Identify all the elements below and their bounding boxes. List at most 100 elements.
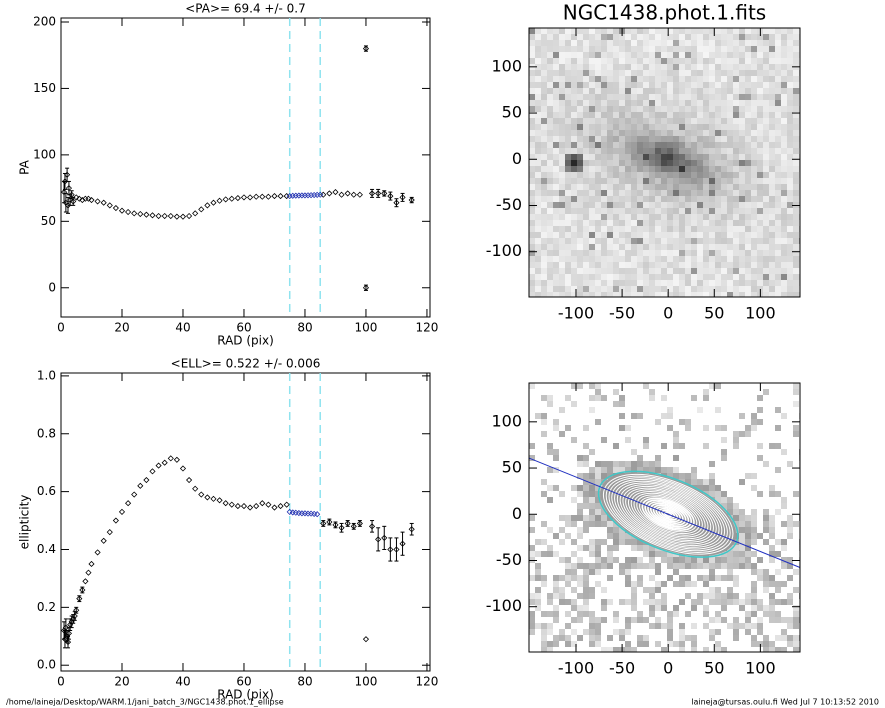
image-pixel xyxy=(607,40,613,46)
image-pixel xyxy=(787,551,793,557)
image-pixel xyxy=(787,58,793,64)
x-tick-label: 20 xyxy=(114,321,129,335)
image-pixel xyxy=(733,82,739,88)
image-pixel xyxy=(607,160,613,166)
image-pixel xyxy=(697,46,703,52)
image-pixel xyxy=(601,563,607,569)
image-pixel xyxy=(751,467,757,473)
image-pixel xyxy=(697,94,703,100)
image-pixel xyxy=(775,76,781,82)
data-point xyxy=(88,196,95,204)
image-pixel xyxy=(769,286,775,292)
image-pixel xyxy=(745,70,751,76)
data-point xyxy=(387,193,394,200)
image-pixel xyxy=(685,136,691,142)
image-pixel xyxy=(715,587,721,593)
image-pixel xyxy=(793,220,799,226)
image-pixel xyxy=(697,130,703,136)
image-pixel xyxy=(781,70,787,76)
image-pixel xyxy=(751,599,757,605)
image-pixel xyxy=(703,479,709,485)
image-pixel xyxy=(595,575,601,581)
image-pixel xyxy=(565,383,571,389)
image-pixel xyxy=(739,461,745,467)
image-pixel xyxy=(541,154,547,160)
image-pixel xyxy=(547,268,553,274)
image-pixel xyxy=(601,220,607,226)
image-pixel xyxy=(649,449,655,455)
data-point xyxy=(253,503,260,510)
image-pixel xyxy=(775,112,781,118)
x-tick-label: 120 xyxy=(415,675,438,689)
image-pixel xyxy=(727,491,733,497)
image-pixel xyxy=(727,148,733,154)
image-pixel xyxy=(625,286,631,292)
image-pixel xyxy=(667,274,673,280)
image-pixel xyxy=(625,76,631,82)
image-pixel xyxy=(739,238,745,244)
image-pixel xyxy=(631,557,637,563)
image-pixel xyxy=(607,437,613,443)
image-pixel xyxy=(553,70,559,76)
image-pixel xyxy=(529,244,535,250)
image-pixel xyxy=(757,491,763,497)
image-pixel xyxy=(649,220,655,226)
image-pixel xyxy=(589,136,595,142)
image-pixel xyxy=(529,292,535,297)
data-point xyxy=(149,468,156,475)
image-pixel xyxy=(601,208,607,214)
image-pixel xyxy=(733,124,739,130)
image-pixel xyxy=(733,280,739,286)
image-pixel xyxy=(583,58,589,64)
image-pixel xyxy=(763,419,769,425)
image-pixel xyxy=(577,148,583,154)
image-pixel xyxy=(529,82,535,88)
image-pixel xyxy=(781,208,787,214)
image-pixel xyxy=(739,100,745,106)
image-pixel xyxy=(721,34,727,40)
image-pixel xyxy=(757,389,763,395)
image-pixel xyxy=(631,256,637,262)
data-point xyxy=(247,194,254,201)
image-pixel xyxy=(709,184,715,190)
image-pixel xyxy=(637,52,643,58)
image-pixel xyxy=(787,94,793,100)
image-pixel xyxy=(685,461,691,467)
image-pixel xyxy=(769,184,775,190)
image-pixel xyxy=(661,130,667,136)
image-pixel xyxy=(793,238,799,244)
image-pixel xyxy=(601,551,607,557)
image-pixel xyxy=(673,473,679,479)
image-pixel xyxy=(589,533,595,539)
image-pixel xyxy=(685,256,691,262)
image-pixel xyxy=(673,40,679,46)
data-point xyxy=(186,212,193,220)
image-pixel xyxy=(655,112,661,118)
image-pixel xyxy=(709,112,715,118)
image-pixel xyxy=(721,202,727,208)
image-pixel xyxy=(637,467,643,473)
image-pixel xyxy=(625,581,631,587)
image-pixel xyxy=(703,623,709,629)
image-pixel xyxy=(559,419,565,425)
image-pixel xyxy=(787,485,793,491)
image-pixel xyxy=(577,605,583,611)
image-pixel xyxy=(721,280,727,286)
image-pixel xyxy=(751,46,757,52)
image-pixel xyxy=(649,383,655,389)
image-pixel xyxy=(595,256,601,262)
image-pixel xyxy=(709,473,715,479)
image-pixel xyxy=(703,635,709,641)
image-pixel xyxy=(781,539,787,545)
image-pixel xyxy=(637,214,643,220)
image-pixel xyxy=(757,413,763,419)
image-pixel xyxy=(703,196,709,202)
image-pixel xyxy=(745,262,751,268)
image-pixel xyxy=(703,226,709,232)
image-pixel xyxy=(589,587,595,593)
image-pixel xyxy=(715,581,721,587)
image-pixel xyxy=(619,629,625,635)
image-pixel xyxy=(673,280,679,286)
image-pixel xyxy=(697,587,703,593)
image-pixel xyxy=(607,250,613,256)
